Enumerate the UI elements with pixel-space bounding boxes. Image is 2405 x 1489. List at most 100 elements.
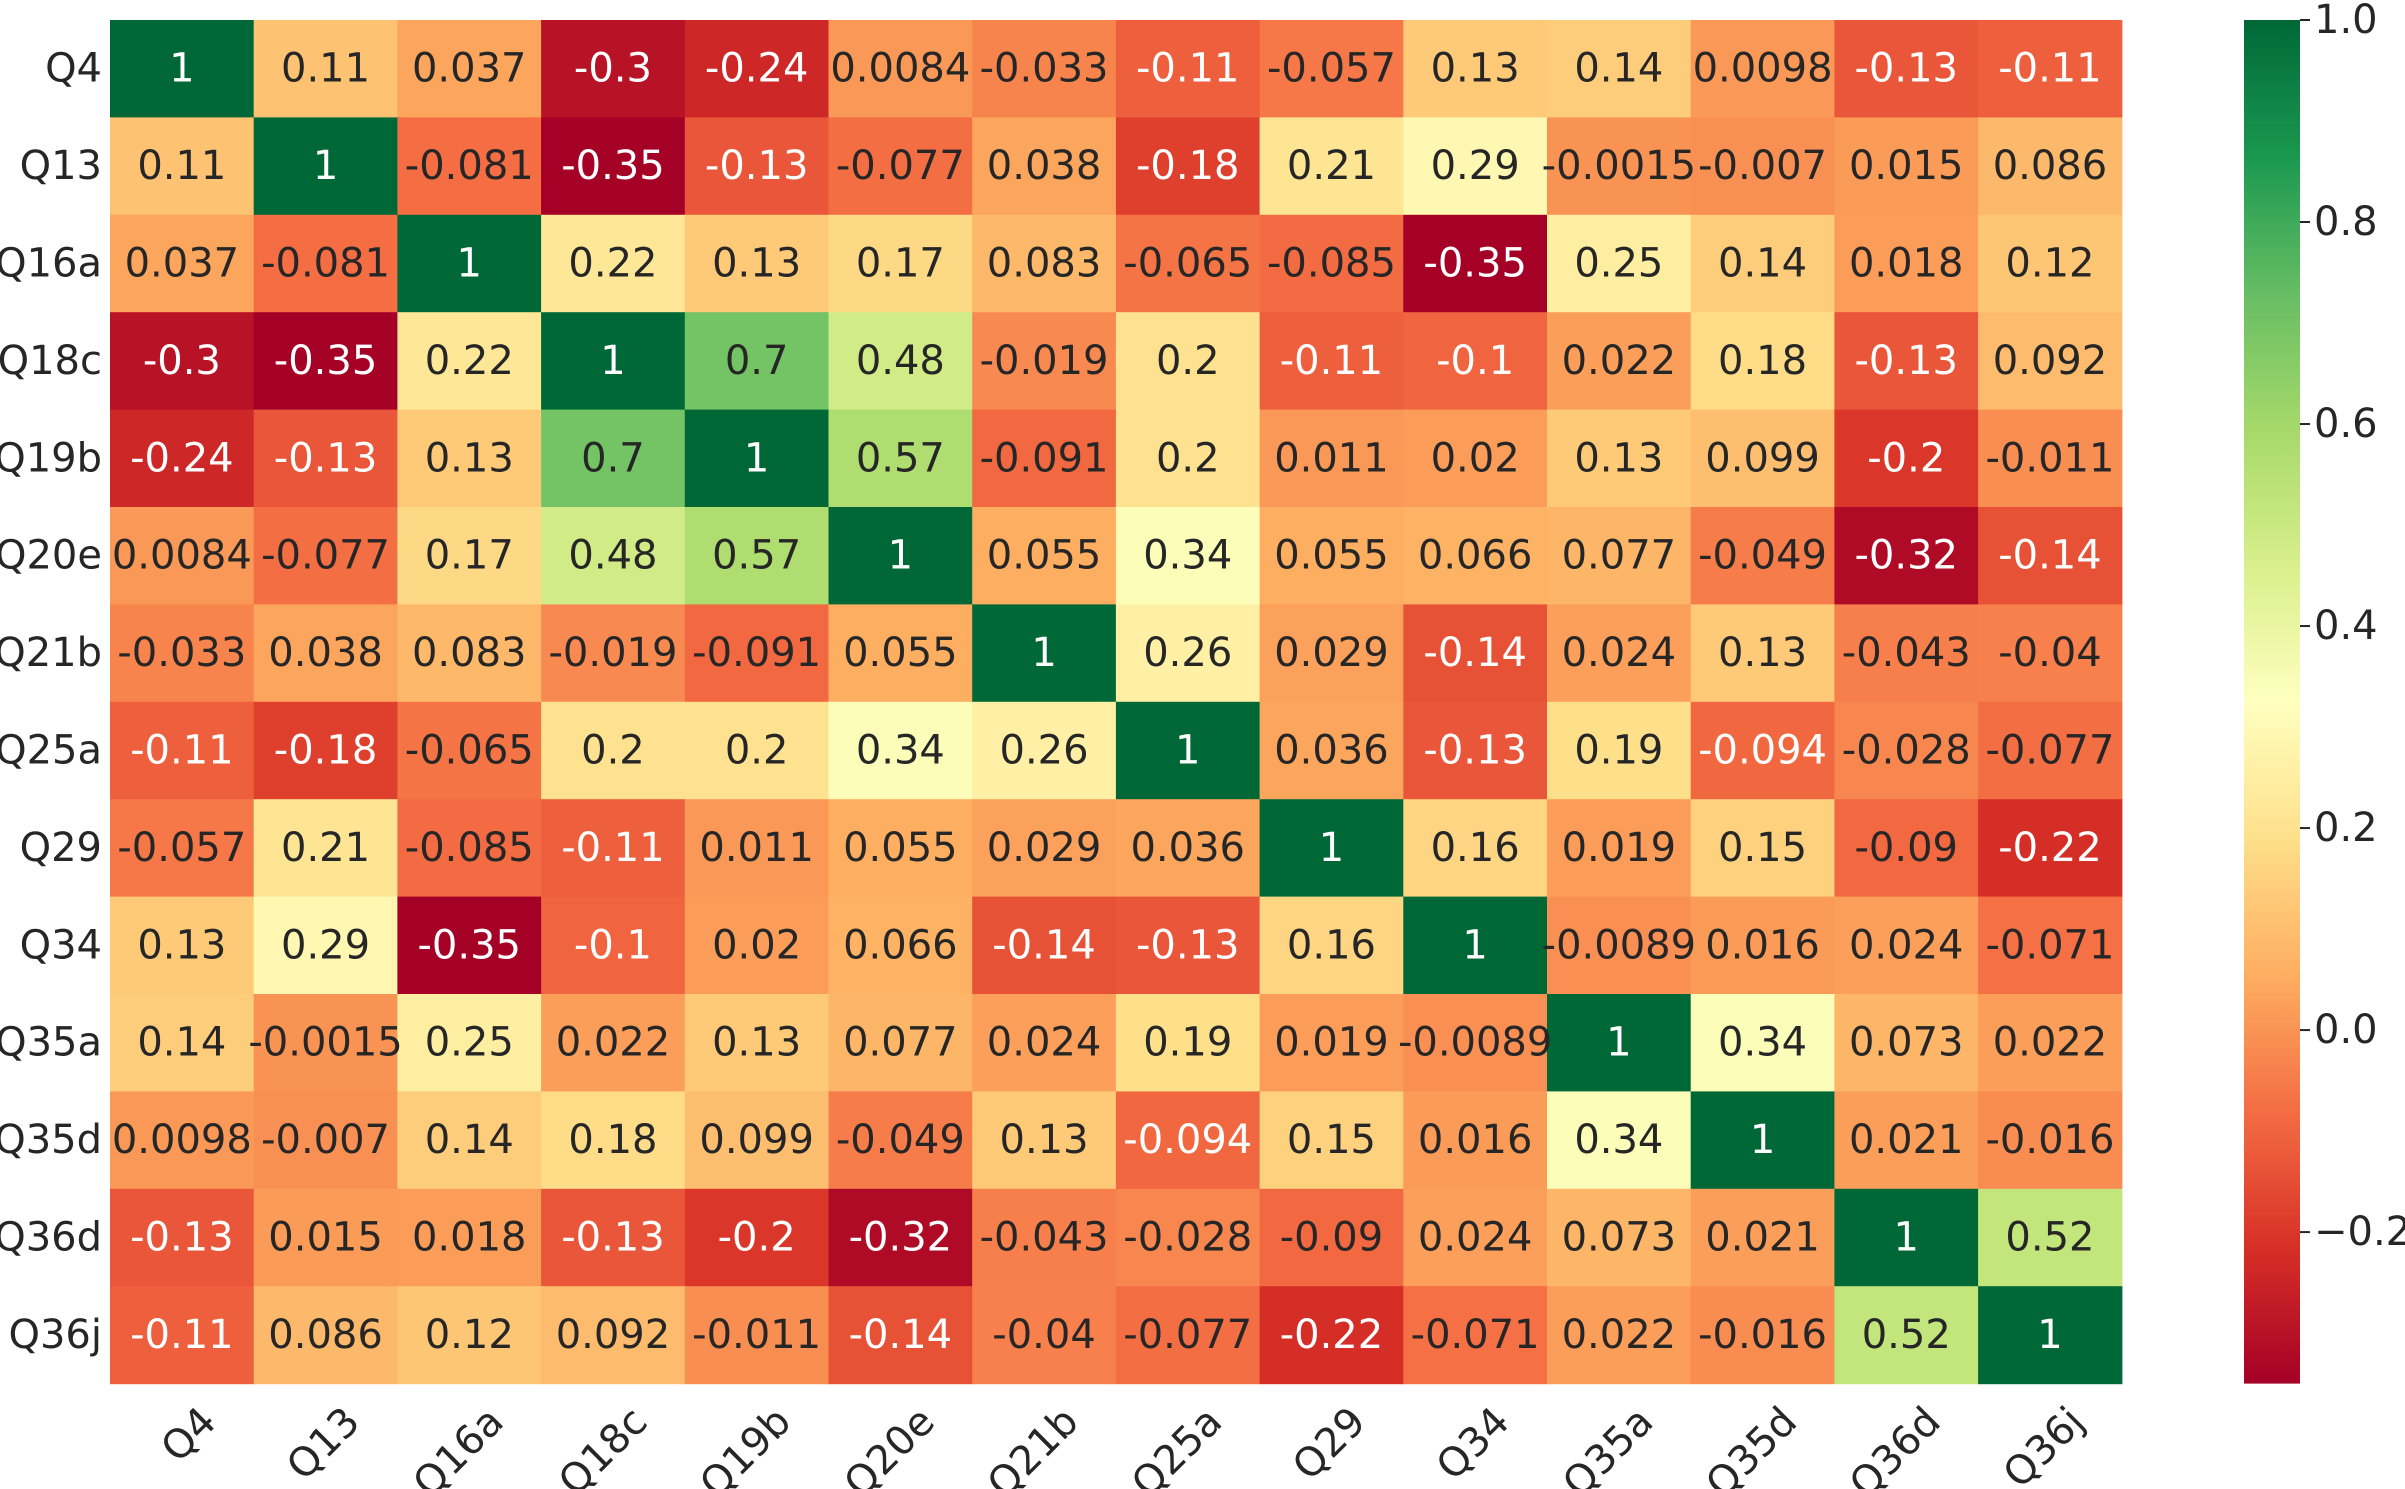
cell-value-label: 0.13 (712, 241, 801, 287)
heatmap-cell (684, 701, 830, 800)
heatmap-cell (1978, 117, 2123, 216)
heatmap-cell (1978, 507, 2123, 605)
heatmap-cell (1978, 896, 2123, 995)
cell-value-label: -0.14 (1423, 630, 1527, 676)
x-tick-label: Q20e (836, 1399, 944, 1489)
heatmap-cell (1690, 312, 1835, 411)
heatmap-cell (1834, 1091, 1979, 1190)
heatmap-cell (253, 507, 398, 605)
heatmap-cell (541, 117, 686, 216)
cell-value-label: -0.13 (274, 435, 378, 481)
y-tick-label: Q36j (9, 1312, 103, 1358)
y-tick-label: Q35a (0, 1020, 102, 1066)
cell-value-label: 0.092 (556, 1312, 671, 1358)
heatmap-cell (1690, 799, 1835, 898)
heatmap-cell (1403, 117, 1548, 216)
cell-value-label: 0.21 (1287, 143, 1376, 189)
heatmap-cell (110, 994, 255, 1092)
heatmap-cell (541, 701, 686, 800)
heatmap-cell (1259, 994, 1404, 1092)
heatmap-cell (397, 604, 542, 703)
cell-value-label: 0.016 (1705, 922, 1820, 968)
cell-value-label: 1 (600, 338, 625, 384)
cell-value-label: 0.17 (856, 241, 945, 287)
heatmap-cell (828, 701, 973, 800)
cell-value-label: 0.14 (1718, 241, 1807, 287)
cell-value-label: -0.13 (1855, 46, 1959, 92)
cell-value-label: -0.2 (1867, 435, 1945, 481)
heatmap-cell (1115, 214, 1261, 313)
x-tick-label: Q4 (152, 1399, 225, 1472)
cell-value-label: 0.086 (1993, 143, 2108, 189)
cell-value-label: 0.02 (1431, 435, 1520, 481)
cell-value-label: 0.037 (412, 46, 527, 92)
cell-value-label: -0.13 (1855, 338, 1959, 384)
cell-value-label: 0.29 (1431, 143, 1520, 189)
heatmap-cell (1690, 20, 1835, 118)
heatmap-cell (828, 1188, 973, 1287)
cell-value-label: 1 (744, 435, 769, 481)
cell-value-label: 0.34 (856, 728, 945, 774)
heatmap-cell (1834, 117, 1979, 216)
heatmap-cell (1403, 20, 1548, 118)
cell-value-label: 0.22 (425, 338, 514, 384)
heatmap-cell (253, 214, 398, 313)
heatmap-cell (828, 409, 973, 508)
heatmap-cell (1690, 1091, 1835, 1190)
cell-value-label: -0.18 (274, 728, 378, 774)
cell-value-label: 0.18 (568, 1117, 657, 1163)
heatmap-cell (253, 701, 398, 800)
heatmap-cell (684, 117, 830, 216)
cell-value-label: 0.48 (568, 533, 657, 579)
y-tick-label: Q19b (0, 435, 102, 481)
heatmap-cell (1259, 604, 1404, 703)
cell-value-label: 0.11 (137, 143, 226, 189)
heatmap-cell (110, 507, 255, 605)
cell-value-label: 1 (888, 533, 913, 579)
cell-value-label: 0.036 (1274, 728, 1389, 774)
heatmap-cell (110, 409, 255, 508)
cell-value-label: 0.57 (712, 533, 801, 579)
heatmap-cell (1403, 701, 1548, 800)
cell-value-label: 0.019 (1562, 825, 1677, 871)
cell-value-label: 0.021 (1849, 1117, 1964, 1163)
heatmap-cell (397, 896, 542, 995)
cell-value-label: -0.077 (1123, 1312, 1252, 1358)
y-tick-label: Q34 (20, 922, 102, 968)
heatmap-cell (397, 1188, 542, 1287)
cell-value-label: 0.066 (1418, 533, 1533, 579)
cell-value-label: -0.35 (418, 922, 522, 968)
cell-value-label: 0.066 (843, 922, 958, 968)
heatmap-cell (1547, 409, 1692, 508)
cell-value-label: 0.055 (843, 630, 958, 676)
heatmap-cell (1115, 1286, 1261, 1385)
heatmap-cell (397, 214, 542, 313)
cell-value-label: -0.019 (548, 630, 677, 676)
x-tick-label: Q21b (979, 1399, 1088, 1489)
heatmap-cell (110, 799, 255, 898)
cell-value-label: -0.007 (261, 1117, 390, 1163)
heatmap-cell (1547, 1188, 1692, 1287)
heatmap-cell (1259, 312, 1404, 411)
cell-value-label: 0.02 (712, 922, 801, 968)
heatmap-cell (684, 1188, 830, 1287)
cell-value-label: 0.083 (987, 241, 1102, 287)
heatmap-cell (1259, 701, 1404, 800)
heatmap-cell (1978, 1091, 2123, 1190)
heatmap-cell (1834, 409, 1979, 508)
cell-value-label: 0.16 (1287, 922, 1376, 968)
heatmap-cell (1834, 1286, 1979, 1385)
heatmap-cell (253, 896, 398, 995)
heatmap-cell (1834, 604, 1979, 703)
cell-value-label: 0.022 (1562, 338, 1677, 384)
cell-value-label: 0.018 (412, 1215, 527, 1261)
colorbar-gradient (2244, 20, 2300, 1384)
heatmap-cell (1690, 409, 1835, 508)
heatmap-cell (1690, 701, 1835, 800)
heatmap-cell (1115, 20, 1261, 118)
heatmap-cell (397, 994, 542, 1092)
heatmap-cell (972, 799, 1117, 898)
heatmap-cell (828, 1286, 973, 1385)
heatmap-cell (397, 117, 542, 216)
y-tick-label: Q18c (0, 338, 102, 384)
